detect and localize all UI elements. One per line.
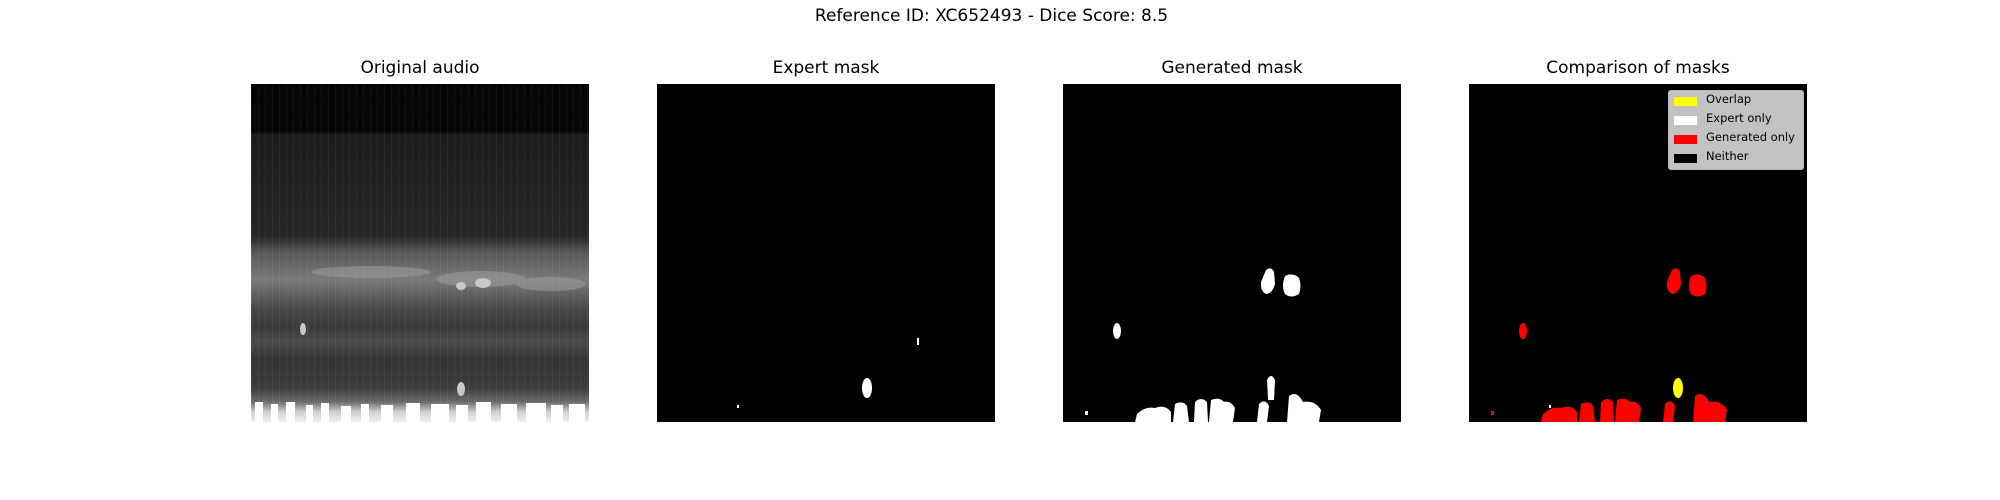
comparison-legend: Overlap Expert only Generated only Neith… (1668, 90, 1804, 170)
panel-title-expert-mask: Expert mask (772, 58, 880, 78)
spectrogram-bottom-pulses (255, 402, 585, 422)
overlap-swatch (1674, 97, 1697, 106)
spectrogram-highlights (300, 278, 491, 396)
figure-title: Reference ID: XC652493 - Dice Score: 8.5 (814, 6, 1169, 26)
overlap-regions (1673, 378, 1683, 398)
generated-mask-regions (1085, 268, 1321, 422)
panel-title-original-audio: Original audio (360, 58, 480, 78)
generated-only-swatch (1674, 135, 1697, 144)
expert-only-swatch (1674, 116, 1697, 125)
legend-label: Overlap (1706, 92, 1752, 106)
neither-swatch (1674, 154, 1697, 163)
expert-mask-image (657, 84, 995, 422)
expert-only-regions (1549, 405, 1551, 408)
panel-title-generated-mask: Generated mask (1161, 58, 1303, 78)
legend-label: Expert only (1706, 111, 1772, 125)
spectrogram-image (251, 84, 589, 422)
generated-only-regions (1491, 268, 1727, 422)
generated-mask-image (1063, 84, 1401, 422)
expert-mask-regions (737, 338, 919, 408)
legend-label: Neither (1706, 149, 1749, 163)
panel-title-comparison: Comparison of masks (1546, 58, 1730, 78)
comparison-mask-image (1469, 84, 1807, 422)
legend-label: Generated only (1706, 130, 1795, 144)
